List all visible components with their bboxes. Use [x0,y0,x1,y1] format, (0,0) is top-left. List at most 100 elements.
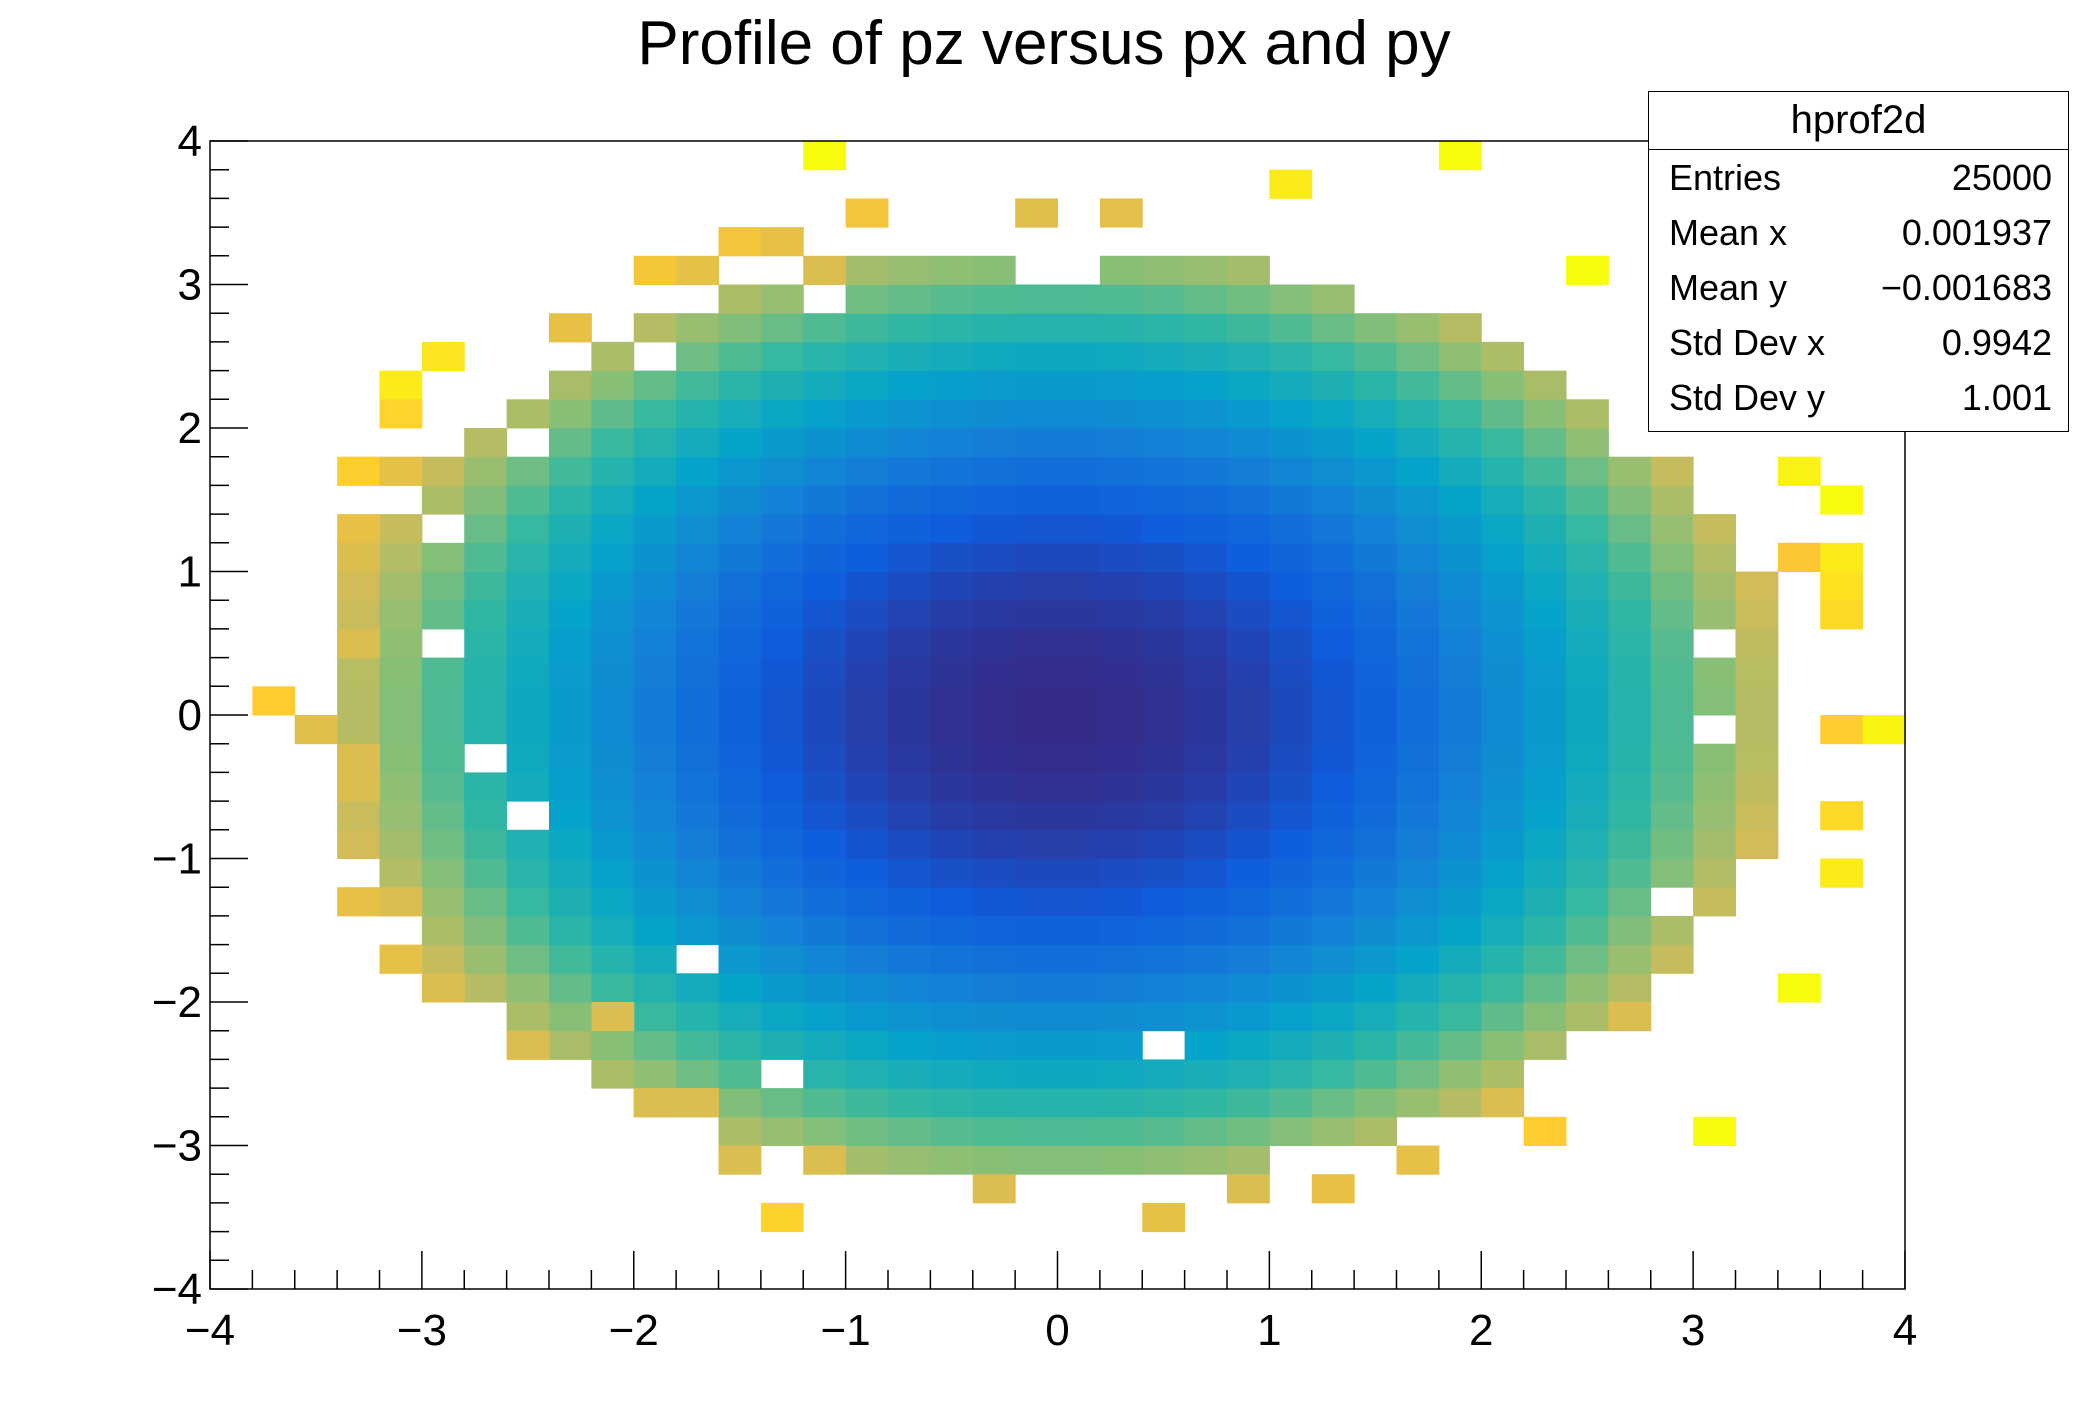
heatmap-bin [760,887,804,917]
heatmap-bin [549,686,592,716]
heatmap-bin [1566,887,1609,917]
heatmap-bin [591,801,635,831]
heatmap-bin [930,915,974,946]
heatmap-bin [1057,456,1101,486]
heatmap-bin [1142,858,1186,888]
heatmap-bin [1566,456,1609,486]
heatmap-bin [718,370,762,400]
heatmap-bin [972,1059,1016,1089]
heatmap-bin [1142,801,1186,831]
heatmap-bin [1184,485,1228,515]
heatmap-bin [1481,1059,1525,1089]
heatmap-bin [1608,485,1652,515]
heatmap-bin [1438,772,1482,802]
heatmap-bin [803,743,847,773]
x-tick-label: 2 [1469,1306,1493,1355]
heatmap-bin [1227,772,1270,802]
heatmap-bin [1311,743,1355,773]
heatmap-bin [760,542,804,572]
heatmap-bin [1354,370,1397,400]
heatmap-bin [379,542,423,572]
heatmap-bin [1438,1002,1482,1032]
heatmap-bin [1693,887,1736,917]
heatmap-bin [930,1116,974,1146]
heatmap-bin [1523,399,1567,429]
heatmap-bin [676,1059,719,1089]
heatmap-bin [1523,686,1567,716]
heatmap-bin [1311,456,1355,486]
heatmap-bin [1015,801,1058,831]
heatmap-bin [1608,456,1652,486]
heatmap-bin [803,1002,847,1032]
heatmap-bin [676,514,719,544]
heatmap-bin [1227,341,1270,372]
heatmap-bin [930,1059,974,1089]
heatmap-bin [591,944,635,974]
heatmap-bin [1057,1145,1101,1175]
y-tick-label: 0 [178,691,202,740]
heatmap-bin [1311,657,1355,687]
heatmap-bin [1693,542,1736,572]
heatmap-bin [1311,542,1355,572]
heatmap-bin [1057,284,1101,314]
heatmap-bin [506,514,550,544]
heatmap-bin [718,686,762,716]
heatmap-bin [1227,1145,1270,1175]
heatmap-bin [888,715,931,745]
heatmap-bin [676,428,719,458]
y-tick-label: −4 [152,1265,202,1314]
heatmap-bin [1650,858,1694,888]
heatmap-bin [1608,600,1652,630]
heatmap-bin [930,829,974,859]
heatmap-bin [549,456,592,486]
heatmap-bin [1438,628,1482,659]
heatmap-bin [1354,801,1397,831]
stats-row-stddev-y: Std Dev y 1.001 [1649,370,2068,425]
heatmap-bin [421,715,465,745]
heatmap-bin [506,399,550,429]
heatmap-bin [1227,1174,1270,1204]
heatmap-bin [1650,686,1694,716]
heatmap-bin [421,485,465,515]
heatmap-bin [676,973,719,1003]
heatmap-bin [1015,198,1058,228]
heatmap-bin [421,915,465,946]
heatmap-bin [379,772,423,802]
heatmap-bin [1311,284,1355,314]
heatmap-bin [888,1030,931,1060]
heatmap-bin [1608,571,1652,601]
heatmap-bin [676,542,719,572]
heatmap-bin [1396,858,1440,888]
heatmap-bin [972,485,1016,515]
heatmap-bin [930,1030,974,1060]
heatmap-bin [1142,743,1186,773]
heatmap-bin [1269,313,1313,343]
heatmap-bin [1608,915,1652,946]
heatmap-bin [930,628,974,659]
heatmap-bin [1481,514,1525,544]
heatmap-bin [718,657,762,687]
heatmap-bin [888,887,931,917]
heatmap-bin [760,1202,804,1233]
heatmap-bin [337,657,380,687]
heatmap-bin [1269,686,1313,716]
heatmap-bin [803,370,847,400]
heatmap-bin [1438,485,1482,515]
heatmap-bin [1142,657,1186,687]
heatmap-bin [421,829,465,859]
heatmap-bin [1099,399,1143,429]
heatmap-bin [379,571,423,601]
heatmap-bin [421,944,465,974]
heatmap-bin [1227,887,1270,917]
heatmap-bin [464,715,508,745]
heatmap-bin [1015,657,1058,687]
heatmap-bin [676,1088,719,1118]
heatmap-bin [760,456,804,486]
heatmap-bin [379,715,423,745]
heatmap-bin [1184,255,1228,285]
heatmap-bin [1354,514,1397,544]
heatmap-bin [676,858,719,888]
heatmap-bin [1269,169,1313,199]
heatmap-bin [930,657,974,687]
heatmap-bin [676,571,719,601]
